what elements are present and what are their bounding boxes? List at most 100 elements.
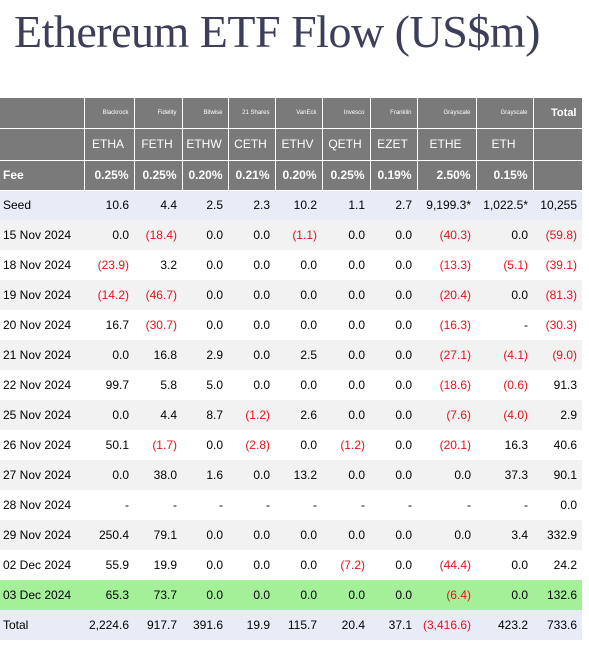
flow-cell: 3.2: [134, 250, 182, 280]
flow-cell: 5.8: [134, 370, 182, 400]
flow-cell: -: [275, 490, 322, 520]
fee-cell: 0.19%: [370, 160, 418, 191]
flow-cell: 0.0: [84, 340, 134, 370]
ticker-cell: CETH: [228, 128, 276, 161]
row-label: 28 Nov 2024: [0, 490, 84, 520]
flow-cell: 0.0: [228, 370, 275, 400]
flow-cell: 0.0: [476, 550, 533, 580]
ticker-cell: ETHW: [182, 128, 229, 161]
flow-cell: 38.0: [134, 460, 182, 490]
flow-cell: 1,022.5*: [476, 190, 533, 220]
flow-cell: 0.0: [228, 580, 275, 610]
row-total-cell: 24.2: [533, 550, 582, 580]
header-corner-cell: [0, 128, 85, 161]
flow-cell: 0.0: [322, 400, 370, 430]
flow-cell: (14.2): [84, 280, 134, 310]
flow-cell: 9,199.3*: [417, 190, 476, 220]
flow-cell: (30.7): [134, 310, 182, 340]
flow-cell: 2,224.6: [84, 610, 134, 640]
row-label: 27 Nov 2024: [0, 460, 84, 490]
flow-cell: 0.0: [275, 280, 322, 310]
flow-cell: -: [182, 490, 228, 520]
flow-cell: 37.3: [476, 460, 533, 490]
flow-cell: 0.0: [322, 340, 370, 370]
flow-cell: 1.6: [182, 460, 228, 490]
flow-cell: (6.4): [417, 580, 476, 610]
flow-cell: -: [476, 490, 533, 520]
flow-cell: 0.0: [182, 310, 228, 340]
ticker-cell: ETH: [476, 128, 534, 161]
flow-cell: 2.5: [182, 190, 228, 220]
flow-cell: 10.6: [84, 190, 134, 220]
row-label: 22 Nov 2024: [0, 370, 84, 400]
row-label: Total: [0, 610, 84, 640]
flow-cell: 1.1: [322, 190, 370, 220]
flow-cell: 0.0: [476, 580, 533, 610]
flow-cell: 0.0: [370, 280, 417, 310]
ticker-cell: ETHA: [84, 128, 135, 161]
flow-cell: 0.0: [370, 400, 417, 430]
flow-cell: 2.6: [275, 400, 322, 430]
flow-cell: 2.9: [182, 340, 228, 370]
flow-cell: 0.0: [84, 220, 134, 250]
flow-cell: 16.3: [476, 430, 533, 460]
fee-cell: 2.50%: [417, 160, 477, 191]
flow-cell: 55.9: [84, 550, 134, 580]
ticker-cell: ETHE: [417, 128, 477, 161]
flow-cell: 4.4: [134, 400, 182, 430]
flow-cell: (0.6): [476, 370, 533, 400]
flow-cell: (4.0): [476, 400, 533, 430]
fee-cell: 0.21%: [228, 160, 276, 191]
flow-cell: 3.4: [476, 520, 533, 550]
row-total-cell: 132.6: [533, 580, 582, 610]
flow-cell: (2.8): [228, 430, 275, 460]
flow-cell: 0.0: [228, 250, 275, 280]
table-row: 15 Nov 2024 0.0 (18.4) 0.0 0.0 (1.1) 0.0 0.0 (40…: [0, 220, 582, 250]
flow-cell: -: [228, 490, 275, 520]
flow-cell: 16.8: [134, 340, 182, 370]
flow-cell: 0.0: [322, 310, 370, 340]
flow-cell: 0.0: [275, 310, 322, 340]
flow-cell: 0.0: [228, 460, 275, 490]
flow-cell: (1.2): [228, 400, 275, 430]
flow-cell: 423.2: [476, 610, 533, 640]
issuer-cell: VanEck: [275, 98, 323, 129]
flow-cell: (1.1): [275, 220, 322, 250]
flow-cell: 73.7: [134, 580, 182, 610]
row-label: 21 Nov 2024: [0, 340, 84, 370]
flow-cell: -: [84, 490, 134, 520]
flow-cell: 0.0: [476, 220, 533, 250]
seed-row: Seed 10.6 4.4 2.5 2.3 10.2 1.1 2.7 9,199.3* 1,022…: [0, 190, 582, 220]
row-total-cell: (59.8): [533, 220, 582, 250]
flow-cell: (44.4): [417, 550, 476, 580]
flow-cell: 0.0: [370, 250, 417, 280]
issuer-cell: Invesco: [322, 98, 371, 129]
header-corner-cell: [0, 98, 85, 129]
fee-cell: 0.25%: [322, 160, 371, 191]
flow-cell: 0.0: [322, 460, 370, 490]
flow-cell: 0.0: [228, 550, 275, 580]
row-label: 19 Nov 2024: [0, 280, 84, 310]
flow-cell: 10.2: [275, 190, 322, 220]
issuer-header-row: Blackrock Fidelity Bitwise 21 Shares Van…: [0, 98, 583, 129]
flow-cell: 0.0: [370, 220, 417, 250]
flow-cell: 0.0: [228, 310, 275, 340]
flow-cell: 0.0: [322, 370, 370, 400]
ticker-cell: ETHV: [275, 128, 323, 161]
flow-cell: 0.0: [228, 520, 275, 550]
flow-cell: 0.0: [370, 310, 417, 340]
fee-cell: 0.15%: [476, 160, 534, 191]
row-total-cell: (9.0): [533, 340, 582, 370]
flow-cell: 0.0: [228, 340, 275, 370]
flow-cell: 8.7: [182, 400, 228, 430]
row-total-cell: 332.9: [533, 520, 582, 550]
issuer-cell: Bitwise: [182, 98, 229, 129]
flow-cell: (27.1): [417, 340, 476, 370]
flow-cell: 391.6: [182, 610, 228, 640]
row-total-cell: 733.6: [533, 610, 582, 640]
page-title: Ethereum ETF Flow (US$m): [14, 6, 540, 57]
flow-cell: 0.0: [275, 430, 322, 460]
flow-cell: (5.1): [476, 250, 533, 280]
table-row: 26 Nov 2024 50.1 (1.7) 0.0 (2.8) 0.0 (1.2) 0.0(…: [0, 430, 582, 460]
flow-cell: -: [370, 490, 417, 520]
